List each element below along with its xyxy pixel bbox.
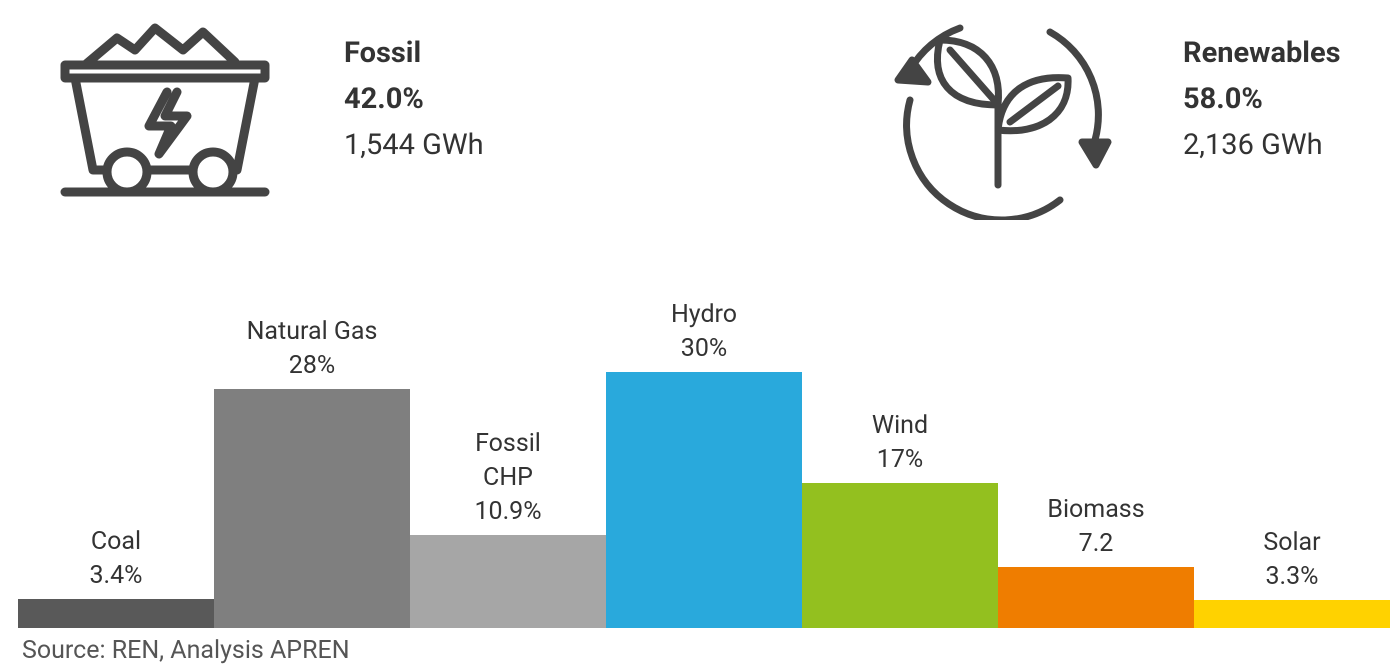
bar-label: Natural Gas 28%: [214, 315, 410, 383]
renewables-summary: Renewables 58.0% 2,136 GWh: [1183, 30, 1341, 168]
bar: [18, 598, 214, 628]
category-label: Hydro: [670, 300, 738, 329]
bar-label: Coal 3.4%: [18, 525, 214, 593]
renewables-share: 58.0%: [1183, 82, 1263, 116]
bar-label: Wind 17%: [802, 409, 998, 477]
renewables-label: Renewables: [1183, 36, 1341, 70]
category-label: Wind: [871, 410, 929, 440]
bar-label: Solar 3.3%: [1194, 526, 1390, 594]
fossil-summary: Fossil 42.0% 1,544 GWh: [344, 30, 484, 168]
value-label: 3.3%: [1265, 561, 1319, 591]
category-label: Fossil CHP: [475, 429, 541, 492]
fossil-share: 42.0%: [344, 82, 424, 116]
source: Source: REN, Analysis APREN: [22, 636, 350, 665]
category-label: Natural Gas: [246, 317, 378, 347]
value-label: 28%: [288, 351, 336, 381]
value-label: 10.9%: [474, 497, 542, 526]
renewables-energy: 2,136 GWh: [1183, 128, 1323, 162]
bar: [998, 566, 1194, 628]
value-label: 7.2: [1078, 528, 1114, 558]
bar-label: Fossil CHP 10.9%: [410, 427, 606, 529]
category-label: Coal: [90, 527, 142, 556]
fossil-energy: 1,544 GWh: [344, 128, 484, 162]
bar-label: Hydro 30%: [606, 298, 802, 366]
renewables-icon: [894, 24, 1112, 220]
bar: [410, 534, 606, 628]
bar: [214, 389, 410, 628]
coal-cart-icon: [60, 23, 270, 197]
bar: [1194, 599, 1390, 628]
bar-label: Biomass 7.2: [998, 493, 1194, 561]
category-label: Solar: [1263, 527, 1321, 557]
bar: [606, 372, 802, 628]
value-label: 3.4%: [89, 561, 143, 590]
bar: [802, 482, 998, 628]
value-label: 17%: [876, 444, 924, 474]
fossil-label: Fossil: [344, 36, 422, 70]
value-label: 30%: [680, 334, 728, 363]
category-label: Biomass: [1047, 494, 1145, 524]
